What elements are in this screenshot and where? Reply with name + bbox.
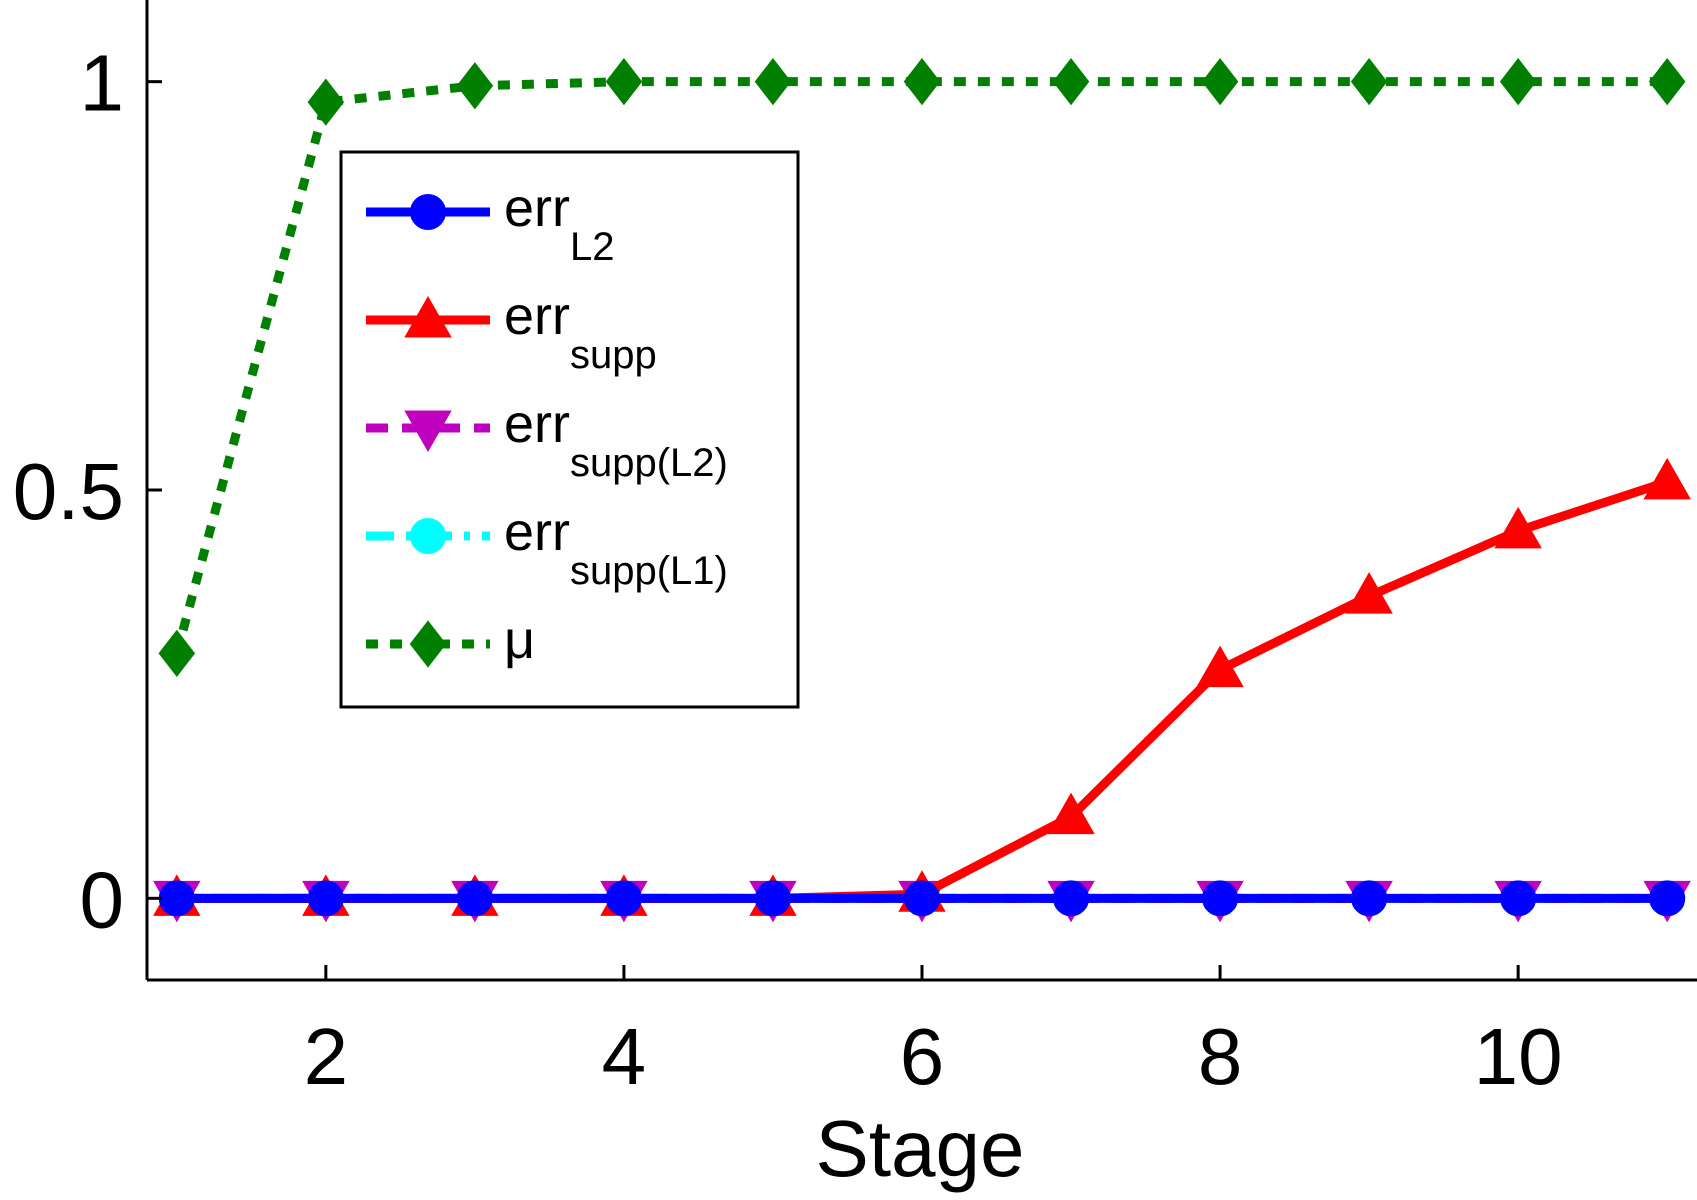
legend-label-subscript: supp(L2) [570,441,728,485]
legend-swatch-marker [409,620,447,668]
series-5-point [1648,58,1686,106]
series-layer [153,58,1691,923]
series-2-point [1643,457,1691,500]
legend-label-main: err [504,286,570,346]
x-axis-title: Stage [815,1104,1024,1193]
legend-label-subscript: supp [570,333,657,377]
series-1-point [158,880,195,917]
legend-label-main: err [504,502,570,562]
axes-layer: 2 4 6 8 10 0 0.5 1 [13,0,1697,1101]
x-tick-label: 10 [1474,1012,1563,1101]
series-1-point [1649,880,1686,917]
series-5-point [456,62,494,110]
series-5-point [158,629,196,677]
legend-label-main: err [504,178,570,238]
legend-entry-4: errsupp(L1) [366,502,728,593]
legend-entry-2: errsupp [366,286,657,377]
legend-label: μ [504,610,535,670]
legend-swatch-marker [404,295,452,338]
series-1-point [307,880,344,917]
y-tick-label: 1 [80,39,125,128]
legend-label-subscript: L2 [570,225,615,269]
series-5-point [1052,58,1090,106]
legend-entry-5: μ [366,610,535,670]
series-5-point [1201,58,1239,106]
x-tick-label: 4 [602,1012,647,1101]
series-1-point [456,880,493,917]
x-tick-label: 8 [1198,1012,1243,1101]
legend-label-main: err [504,394,570,454]
series-2-point [1494,506,1542,549]
x-tick-label: 2 [304,1012,349,1101]
series-1-point [1351,880,1388,917]
legend-entry-1: errL2 [366,178,615,269]
series-1 [158,880,1686,917]
series-2-point [1196,645,1244,688]
series-1-point [754,880,791,917]
series-5-point [903,58,941,106]
series-5-point [754,58,792,106]
y-tick-label: 0.5 [13,447,124,536]
series-1-point [1202,880,1239,917]
legend-label: errsupp(L1) [504,502,728,593]
series-5-point [1499,58,1537,106]
series-2-point [1345,572,1393,614]
series-5-line [172,77,1668,655]
legend-label-subscript: supp(L1) [570,549,728,593]
series-5-point [1350,58,1388,106]
legend-label-main: μ [504,610,535,670]
legend-swatch-marker [410,194,446,230]
legend-label: errsupp(L2) [504,394,728,485]
legend-label: errL2 [504,178,615,269]
series-1-point [904,880,940,917]
legend-swatch-marker [404,410,452,453]
series-1-point [605,880,642,917]
y-tick-label: 0 [80,855,125,944]
series-5-point [307,78,345,126]
series-5 [158,58,1686,677]
x-tick-label: 6 [900,1012,945,1101]
series-1-point [1500,880,1537,917]
series-1-point [1053,880,1090,917]
series-5-point [605,58,643,106]
legend-swatch-marker [410,518,446,554]
legend-label: errsupp [504,286,657,377]
series-2-point [1047,792,1095,835]
legend-entry-3: errsupp(L2) [366,394,728,485]
